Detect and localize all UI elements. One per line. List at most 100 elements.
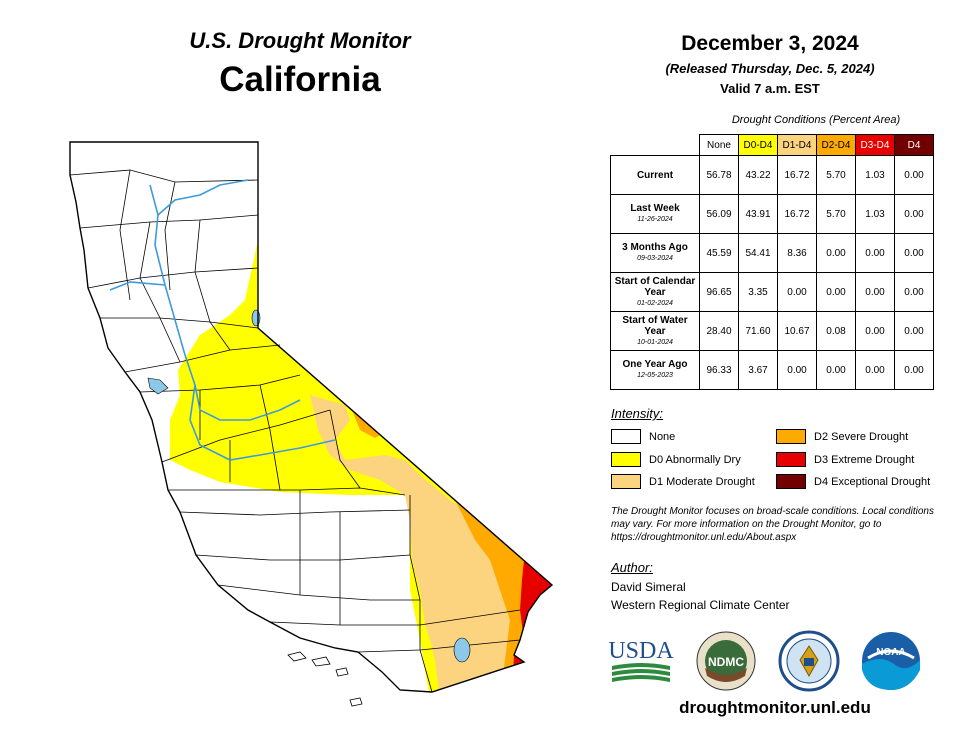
author-heading: Author:	[611, 560, 653, 575]
table-cell: 54.41	[738, 233, 778, 273]
usda-logo-text: USDA	[608, 638, 674, 664]
legend-label: None	[649, 430, 676, 443]
table-cell: 0.00	[855, 233, 895, 273]
channel-islands	[287, 651, 363, 707]
state-title: California	[219, 60, 381, 99]
col-header: D4	[894, 134, 934, 156]
table-cell: 3.67	[738, 350, 778, 390]
ndmc-logo[interactable]: NDMC	[695, 630, 757, 692]
table-cell: 0.00	[855, 311, 895, 351]
legend-label: D4 Exceptional Drought	[814, 475, 931, 488]
row-label: 3 Months Ago 09-03-2024	[610, 233, 700, 273]
row-date: 11-26-2024	[637, 216, 673, 223]
table-cell: 0.00	[777, 272, 817, 312]
row-label-text: Current	[636, 169, 674, 181]
table-cell: 28.40	[699, 311, 739, 351]
table-cell: 0.00	[855, 272, 895, 312]
col-header: D1-D4	[777, 134, 817, 156]
california-drought-map	[69, 141, 553, 707]
table-cell: 8.36	[777, 233, 817, 273]
row-label: Current	[610, 155, 700, 195]
legend-label: D3 Extreme Drought	[814, 453, 915, 466]
release-date: (Released Thursday, Dec. 5, 2024)	[665, 61, 875, 76]
table-cell: 43.91	[738, 194, 778, 234]
table-cell: 1.03	[855, 155, 895, 195]
table-cell: 0.00	[894, 194, 934, 234]
legend-swatch	[776, 429, 806, 444]
legend-swatch	[611, 474, 641, 489]
table-cell: 43.22	[738, 155, 778, 195]
table-cell: 96.33	[699, 350, 739, 390]
table-cell: 0.08	[816, 311, 856, 351]
row-date: 12-05-2023	[637, 372, 673, 379]
table-cell: 96.65	[699, 272, 739, 312]
legend-swatch	[776, 452, 806, 467]
row-label: One Year Ago 12-05-2023	[610, 350, 700, 390]
table-row: Start of Calendar Year 01-02-2024 96.65 3.3…	[610, 272, 934, 312]
col-header: None	[699, 134, 739, 156]
table-cell: 0.00	[894, 350, 934, 390]
legend-swatch	[611, 429, 641, 444]
author-name: David Simeral	[611, 580, 686, 594]
table-cell: 1.03	[855, 194, 895, 234]
table-header-row: None D0-D4 D1-D4 D2-D4 D3-D4 D4	[611, 134, 934, 156]
table-caption: Drought Conditions (Percent Area)	[731, 114, 901, 126]
table-row: Current 56.78 43.22 16.72 5.70 1.03 0.00	[610, 155, 934, 195]
table-cell: 45.59	[699, 233, 739, 273]
table-cell: 0.00	[777, 350, 817, 390]
table-corner	[611, 135, 700, 156]
noaa-logo[interactable]: NOAA	[860, 630, 922, 692]
legend-swatch	[776, 474, 806, 489]
row-label-text: One Year Ago	[622, 359, 688, 370]
table-cell: 0.00	[855, 350, 895, 390]
legend-label: D0 Abnormally Dry	[649, 453, 741, 466]
row-date: 01-02-2024	[637, 299, 673, 307]
salton-sea	[453, 637, 471, 663]
footer-url-link[interactable]: droughtmonitor.unl.edu	[679, 698, 871, 717]
table-row: Last Week 11-26-2024 56.09 43.91 16.72 5.70 1.…	[610, 194, 934, 234]
col-header: D2-D4	[816, 134, 856, 156]
legend-label: D1 Moderate Drought	[649, 475, 755, 488]
legend-item-none: None	[611, 429, 675, 444]
map-date: December 3, 2024	[681, 32, 859, 55]
row-label-text: Start of Calendar Year	[614, 275, 696, 298]
row-label: Start of Water Year 10-01-2024	[610, 311, 700, 351]
row-label: Start of Calendar Year 01-02-2024	[610, 272, 700, 312]
table-cell: 0.00	[816, 350, 856, 390]
legend-label: D2 Severe Drought	[814, 430, 909, 443]
lake-tahoe	[251, 309, 261, 327]
row-date: 10-01-2024	[637, 338, 673, 346]
table-cell: 71.60	[738, 311, 778, 351]
ndmc-logo-text: NDMC	[708, 655, 744, 669]
table-cell: 0.00	[894, 272, 934, 312]
river-lines	[109, 179, 336, 461]
legend-item-d4: D4 Exceptional Drought	[776, 474, 930, 489]
table-cell: 0.00	[816, 233, 856, 273]
disclaimer-note: The Drought Monitor focuses on broad-sca…	[611, 506, 934, 543]
table-row: 3 Months Ago 09-03-2024 45.59 54.41 8.36 0.00…	[610, 233, 934, 273]
legend-swatch	[611, 452, 641, 467]
table-cell: 16.72	[777, 194, 817, 234]
table-row: Start of Water Year 10-01-2024 28.40 71.60 1…	[610, 311, 934, 351]
row-date: 09-03-2024	[637, 255, 673, 262]
doc-seal-logo[interactable]	[778, 630, 840, 692]
col-header: D0-D4	[738, 134, 778, 156]
table-cell: 5.70	[816, 155, 856, 195]
table-cell: 0.00	[894, 233, 934, 273]
san-francisco-bay	[147, 377, 169, 395]
table-cell: 3.35	[738, 272, 778, 312]
legend-item-d3: D3 Extreme Drought	[776, 452, 914, 467]
row-label-text: Last Week	[630, 203, 680, 214]
table-cell: 0.00	[894, 155, 934, 195]
legend-item-d2: D2 Severe Drought	[776, 429, 908, 444]
map-d1-area	[310, 395, 552, 692]
table-cell: 56.09	[699, 194, 739, 234]
usda-logo[interactable]: USDA	[608, 632, 674, 688]
legend-item-d0: D0 Abnormally Dry	[611, 452, 741, 467]
author-organization: Western Regional Climate Center	[611, 598, 790, 612]
table-cell: 0.00	[816, 272, 856, 312]
row-label-text: 3 Months Ago	[622, 242, 688, 253]
noaa-logo-text: NOAA	[876, 647, 905, 658]
row-label-text: Start of Water Year	[622, 314, 688, 337]
valid-time: Valid 7 a.m. EST	[720, 81, 820, 96]
